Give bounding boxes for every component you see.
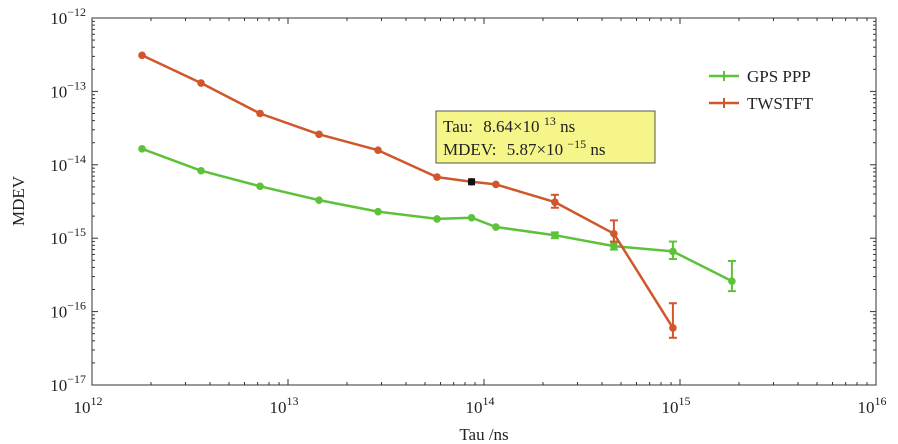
data-point — [138, 51, 146, 60]
y-tick-label: 10−17 — [50, 372, 86, 395]
data-point — [197, 79, 205, 87]
data-point — [551, 198, 559, 206]
data-point — [374, 146, 382, 155]
data-point — [256, 182, 264, 191]
data-tip-tau-unit: ns — [560, 117, 575, 136]
y-axis-label: MDEV — [9, 175, 28, 226]
legend-label-gps-ppp: GPS PPP — [747, 67, 811, 86]
data-point — [492, 223, 500, 231]
data-tip: Tau: 8.64×10 13 ns MDEV: 5.87×10 −15 ns — [435, 110, 656, 164]
x-tick-label: 1014 — [466, 394, 495, 417]
data-tip-marker — [468, 178, 476, 186]
data-point — [374, 207, 382, 216]
series-twstft — [138, 51, 677, 339]
data-point — [433, 173, 441, 181]
data-point — [492, 180, 500, 189]
data-point — [610, 229, 618, 238]
x-tick-label: 1013 — [270, 394, 299, 417]
data-point — [197, 166, 205, 175]
data-tip-line-1: Tau: 8.64×10 13 ns — [443, 110, 575, 136]
marker-layer — [468, 178, 476, 186]
series-layer — [138, 51, 736, 339]
data-point — [256, 109, 264, 118]
series-line-gps-ppp — [141, 147, 733, 283]
data-tip-tau-label: Tau: — [443, 117, 473, 136]
data-tip-mdev-unit: ns — [590, 140, 605, 159]
data-point — [610, 242, 618, 250]
data-tip-tau-exp: 13 — [544, 114, 556, 128]
data-tip-box — [435, 110, 656, 164]
y-tick-label: 10−15 — [50, 225, 86, 248]
x-tick-label: 1015 — [662, 394, 691, 417]
data-point — [467, 213, 476, 222]
data-tip-line-2: MDEV: 5.87×10 −15 ns — [443, 133, 606, 159]
axis-ticks: 1012 1013 1014 1015 1016 10−12 10−13 10−14 10−15… — [50, 5, 886, 417]
data-point — [669, 324, 677, 332]
y-tick-label: 10−12 — [50, 5, 86, 28]
series-gps-ppp — [138, 145, 736, 293]
y-tick-label: 10−13 — [50, 78, 86, 101]
data-tip-tau-value: 8.64×10 — [483, 117, 539, 136]
data-tip-mdev-exp: −15 — [567, 137, 586, 151]
data-point — [551, 231, 559, 239]
x-axis-label: Tau /ns — [459, 425, 508, 444]
y-tick-label: 10−16 — [50, 299, 86, 322]
data-point — [315, 196, 323, 204]
x-tick-label: 1012 — [74, 394, 103, 417]
data-point — [315, 130, 323, 139]
data-point — [728, 277, 736, 285]
data-tip-mdev-label: MDEV: — [443, 140, 497, 159]
data-point — [669, 247, 677, 256]
legend-label-twstft: TWSTFT — [747, 94, 814, 113]
data-point — [433, 215, 441, 223]
legend: GPS PPP TWSTFT — [709, 67, 814, 113]
y-tick-label: 10−14 — [50, 152, 86, 175]
x-tick-label: 1016 — [858, 394, 887, 417]
data-point — [138, 145, 146, 153]
data-tip-mdev-value: 5.87×10 — [507, 140, 563, 159]
series-line-twstft — [141, 54, 674, 329]
